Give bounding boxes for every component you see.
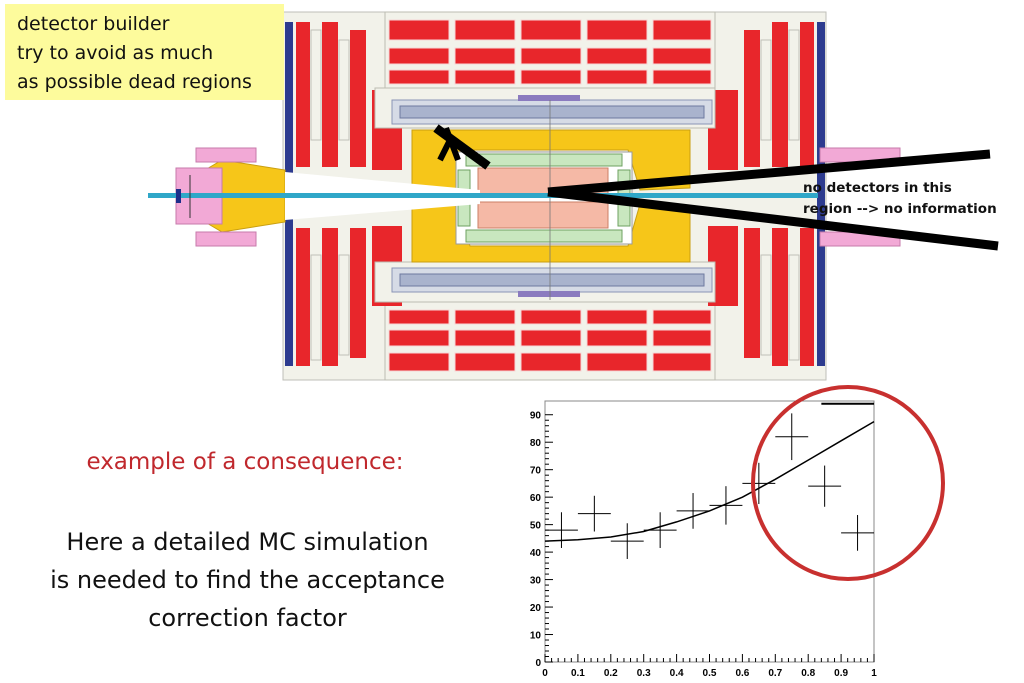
y-tick-label: 50	[530, 521, 542, 532]
data-point	[742, 462, 776, 505]
note-line: as possible dead regions	[17, 71, 252, 93]
x-tick-labels: 0 0.1 0.2 0.3 0.4 0.5 0.6 0.7 0.8 0.9 1	[542, 668, 877, 679]
data-point	[676, 493, 710, 529]
y-tick-label: 80	[530, 438, 542, 449]
x-tick-label: 0.8	[801, 668, 815, 679]
note-line: detector builder	[17, 13, 170, 35]
explanation-line: correction factor	[148, 604, 347, 632]
acceptance-chart: 0 0.1 0.2 0.3 0.4 0.5 0.6 0.7 0.8 0.9 1 0 10 20 30 40 5…	[530, 400, 877, 679]
dead-region-line: region --> no information	[803, 201, 997, 217]
y-tick-label: 60	[530, 493, 542, 504]
dead-region-line: no detectors in this	[803, 180, 952, 196]
right-endcap	[708, 22, 825, 366]
y-tick-label: 40	[530, 548, 542, 559]
y-tick-label: 10	[530, 631, 542, 642]
y-tick-label: 30	[530, 576, 542, 587]
highlight-circle	[751, 385, 945, 581]
data-point	[545, 512, 578, 548]
explanation-line: is needed to find the acceptance	[50, 566, 445, 594]
beam-pipe	[148, 175, 818, 218]
data-point	[841, 515, 874, 551]
acceptance-lines	[433, 124, 999, 251]
consequence-heading: example of a consequence:	[86, 449, 404, 475]
data-point	[643, 512, 677, 548]
x-tick-label: 0.4	[670, 668, 684, 679]
x-tick-label: 0.1	[571, 668, 585, 679]
bottom-barrel-calorimeter	[384, 301, 716, 381]
data-points	[545, 413, 874, 559]
top-barrel-calorimeter	[384, 11, 716, 101]
y-tick-label: 70	[530, 466, 542, 477]
explanation-line: Here a detailed MC simulation	[66, 528, 429, 556]
detector-cross-section	[148, 11, 999, 381]
data-point	[577, 495, 611, 532]
x-tick-label: 0.5	[703, 668, 717, 679]
y-tick-label: 0	[535, 658, 541, 669]
dead-region-label: no detectors in this region --> no infor…	[803, 178, 997, 220]
note-line: try to avoid as much	[17, 42, 214, 64]
solenoid	[374, 87, 716, 303]
x-tick-label: 0.9	[834, 668, 848, 679]
data-point	[808, 465, 842, 507]
x-tick-label: 1	[871, 668, 877, 679]
data-point	[775, 413, 809, 461]
x-tick-label: 0.3	[637, 668, 651, 679]
data-point	[610, 523, 644, 559]
x-tick-label: 0.6	[735, 668, 749, 679]
consequence-explanation: Here a detailed MC simulation is needed …	[0, 523, 495, 637]
plot-frame	[544, 400, 875, 663]
x-tick-label: 0.7	[768, 668, 782, 679]
y-tick-label: 90	[530, 411, 542, 422]
y-tick-label: 20	[530, 603, 542, 614]
y-tick-labels: 0 10 20 30 40 50 60 70 80 90	[530, 411, 542, 669]
builder-note: detector builder try to avoid as much as…	[5, 4, 284, 100]
x-tick-label: 0	[542, 668, 548, 679]
data-point	[709, 486, 743, 525]
x-tick-label: 0.2	[604, 668, 618, 679]
axis-ticks	[544, 414, 875, 663]
